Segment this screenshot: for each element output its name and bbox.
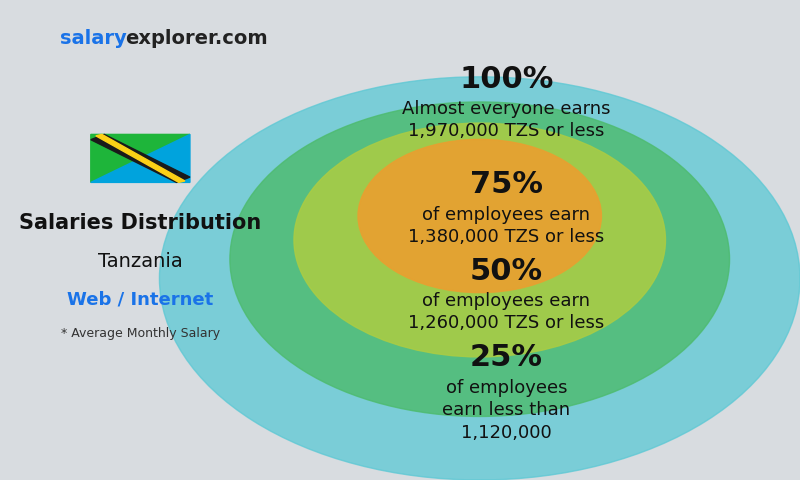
Text: 75%: 75%: [470, 170, 543, 199]
Text: Web / Internet: Web / Internet: [67, 291, 214, 309]
Text: Salaries Distribution: Salaries Distribution: [19, 213, 262, 233]
Text: * Average Monthly Salary: * Average Monthly Salary: [61, 327, 220, 340]
Text: of employees earn
1,260,000 TZS or less: of employees earn 1,260,000 TZS or less: [408, 292, 605, 332]
Text: salary: salary: [60, 29, 127, 48]
Text: Tanzania: Tanzania: [98, 252, 182, 271]
Text: Almost everyone earns
1,970,000 TZS or less: Almost everyone earns 1,970,000 TZS or l…: [402, 100, 610, 140]
Text: 100%: 100%: [459, 65, 554, 94]
Circle shape: [358, 139, 602, 293]
Circle shape: [294, 123, 666, 357]
Polygon shape: [96, 134, 185, 182]
Circle shape: [159, 77, 800, 480]
Text: of employees earn
1,380,000 TZS or less: of employees earn 1,380,000 TZS or less: [408, 205, 605, 246]
Text: explorer.com: explorer.com: [125, 29, 268, 48]
Text: of employees
earn less than
1,120,000: of employees earn less than 1,120,000: [442, 379, 570, 442]
Polygon shape: [91, 134, 190, 182]
Text: 50%: 50%: [470, 257, 543, 286]
Polygon shape: [91, 134, 190, 182]
Polygon shape: [91, 134, 190, 182]
Text: 25%: 25%: [470, 343, 543, 372]
Circle shape: [230, 102, 730, 417]
